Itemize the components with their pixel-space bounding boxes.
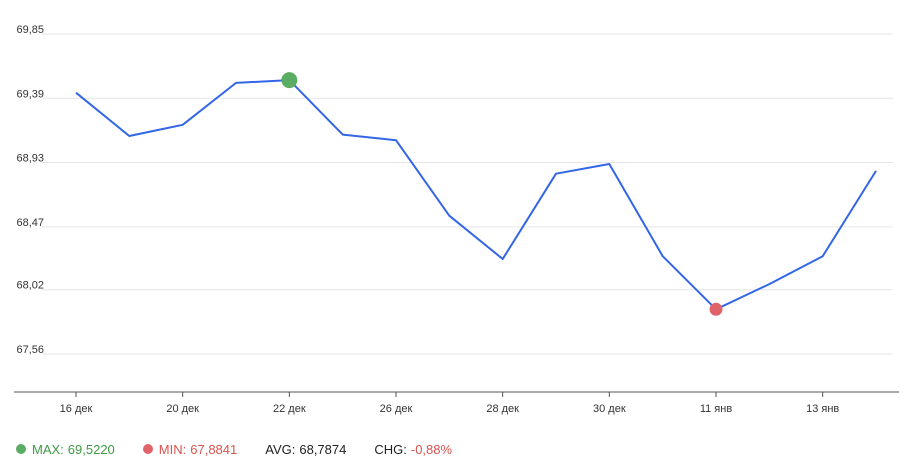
grid-lines [42, 33, 893, 355]
extreme-markers [281, 72, 723, 316]
max-label: MAX: [32, 441, 64, 457]
x-tick-label: 22 дек [273, 403, 306, 415]
y-tick-label: 68,02 [16, 280, 44, 292]
min-label: MIN: [158, 441, 187, 457]
x-tick-label: 26 дек [380, 403, 413, 415]
series-line [75, 79, 877, 311]
chg-label: CHG: [374, 441, 407, 457]
x-tick-label: 28 дек [486, 403, 519, 415]
max-dot-icon [16, 444, 26, 454]
max-point-marker [281, 72, 298, 89]
min-dot-icon [142, 444, 153, 454]
x-tick-label: 13 янв [806, 403, 839, 415]
stats-legend: MAX: 69,5220 MIN: 67,8841 AVG: 68,7874 C… [16, 440, 480, 458]
y-tick-label: 68,93 [16, 153, 44, 165]
y-tick-label: 68,47 [16, 217, 44, 229]
x-axis-ticks: 16 дек 20 дек 22 дек 26 дек 28 дек 30 дек 11 я… [60, 392, 839, 415]
legend-avg: AVG: 68,7874 [265, 442, 346, 457]
y-tick-label: 69,39 [16, 88, 44, 100]
avg-value: 68,7874 [299, 441, 347, 457]
line-chart: 69,85 69,39 68,93 68,47 68,02 67,56 16 дек 20 … [14, 24, 899, 415]
x-tick-label: 20 дек [166, 403, 199, 415]
chg-value: -0,88% [410, 441, 453, 457]
avg-label: AVG: [265, 441, 296, 457]
max-value: 69,5220 [67, 441, 115, 457]
min-value: 67,8841 [190, 441, 238, 457]
y-tick-label: 67,56 [16, 344, 44, 356]
legend-min: MIN: 67,8841 [142, 441, 238, 457]
y-axis-ticks: 69,85 69,39 68,93 68,47 68,02 67,56 [16, 24, 44, 356]
min-point-marker [709, 302, 723, 316]
legend-chg: CHG: -0,88% [374, 442, 452, 457]
y-tick-label: 69,85 [16, 24, 44, 36]
legend-max: MAX: 69,5220 [16, 442, 115, 457]
x-tick-label: 16 дек [60, 403, 93, 415]
x-tick-label: 11 янв [700, 403, 733, 415]
x-tick-label: 30 дек [593, 403, 626, 415]
